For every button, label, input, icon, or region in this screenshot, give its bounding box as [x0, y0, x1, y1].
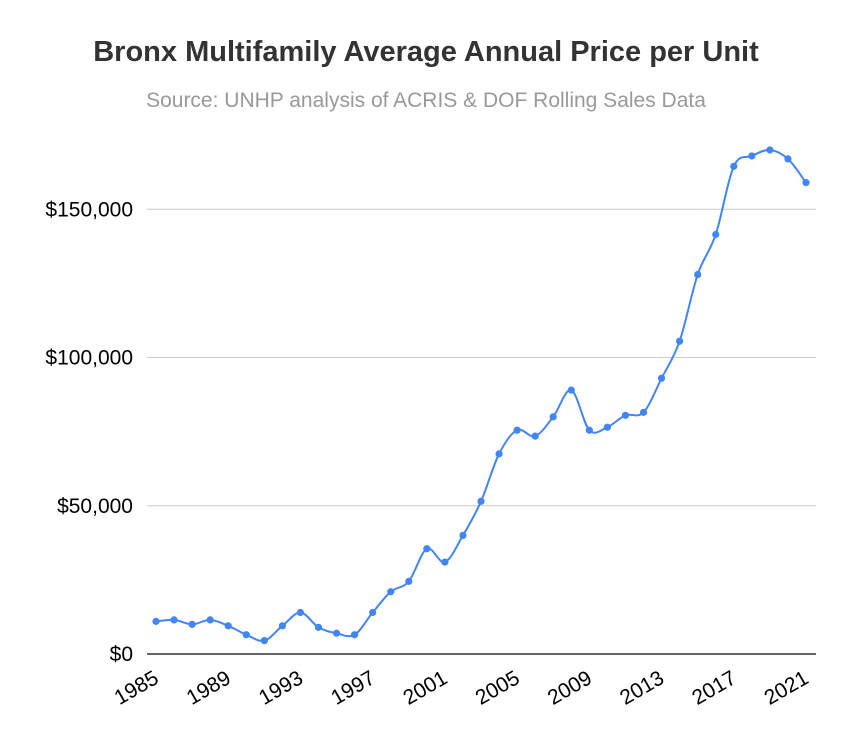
- data-point-2009: [585, 426, 593, 434]
- x-tick-label: 2005: [472, 666, 524, 709]
- data-point-2011: [621, 411, 630, 419]
- series-line: [155, 148, 807, 642]
- data-point-1988: [206, 616, 214, 624]
- data-point-1989: [224, 622, 232, 630]
- x-tick-label: 1993: [255, 666, 307, 709]
- data-point-2007: [549, 413, 557, 421]
- data-point-2013: [657, 374, 666, 382]
- x-tick-label: 2021: [761, 666, 813, 709]
- data-point-2017: [730, 162, 738, 170]
- data-point-1998: [387, 588, 395, 596]
- data-point-1987: [188, 620, 196, 628]
- data-point-2012: [639, 408, 648, 416]
- data-point-2010: [603, 423, 611, 431]
- x-tick-label: 2017: [688, 666, 740, 709]
- data-point-1992: [278, 622, 286, 630]
- y-tick-label: $0: [110, 643, 133, 666]
- data-point-1990: [242, 631, 250, 639]
- data-point-2016: [712, 230, 720, 239]
- data-point-1986: [170, 616, 178, 624]
- data-point-1995: [332, 629, 341, 637]
- data-point-1993: [296, 608, 305, 617]
- data-point-1997: [369, 608, 377, 617]
- data-point-2003: [477, 497, 485, 505]
- gridlines: [147, 208, 816, 655]
- data-point-2004: [495, 450, 503, 458]
- x-tick-label: 2009: [544, 666, 596, 709]
- data-point-2014: [676, 337, 684, 345]
- y-tick-label: $150,000: [45, 198, 133, 221]
- data-point-1996: [351, 631, 359, 639]
- data-point-2015: [694, 270, 702, 279]
- data-point-1985: [152, 617, 160, 625]
- chart-title: Bronx Multifamily Average Annual Price p…: [93, 36, 759, 68]
- y-tick-label: $50,000: [57, 495, 133, 518]
- data-point-2000: [423, 545, 431, 553]
- data-point-2008: [567, 386, 575, 394]
- data-point-2019: [766, 146, 774, 154]
- x-axis-ticks: 1985 1989 1993 1997 2001 2005 2009 2013 2017 2021: [111, 666, 813, 709]
- series-points: [152, 146, 810, 645]
- x-tick-label: 2013: [616, 666, 668, 709]
- data-point-2020: [784, 155, 792, 163]
- data-point-2018: [748, 152, 756, 160]
- x-tick-label: 1985: [111, 666, 163, 709]
- chart-subtitle: Source: UNHP analysis of ACRIS & DOF Rol…: [146, 89, 706, 112]
- data-point-2002: [459, 531, 467, 540]
- data-point-2006: [531, 432, 539, 440]
- data-point-1991: [260, 637, 268, 645]
- y-tick-label: $100,000: [45, 347, 133, 370]
- data-point-2021: [802, 179, 810, 187]
- x-tick-label: 1989: [183, 666, 235, 709]
- data-point-2001: [441, 558, 449, 566]
- x-tick-label: 1997: [327, 666, 379, 709]
- y-axis-ticks: $0 $50,000 $100,000 $150,000: [45, 198, 133, 666]
- data-point-2005: [513, 426, 521, 434]
- data-point-1999: [405, 577, 413, 585]
- data-point-1994: [314, 623, 323, 631]
- x-tick-label: 2001: [399, 666, 451, 709]
- series-path: [155, 148, 807, 642]
